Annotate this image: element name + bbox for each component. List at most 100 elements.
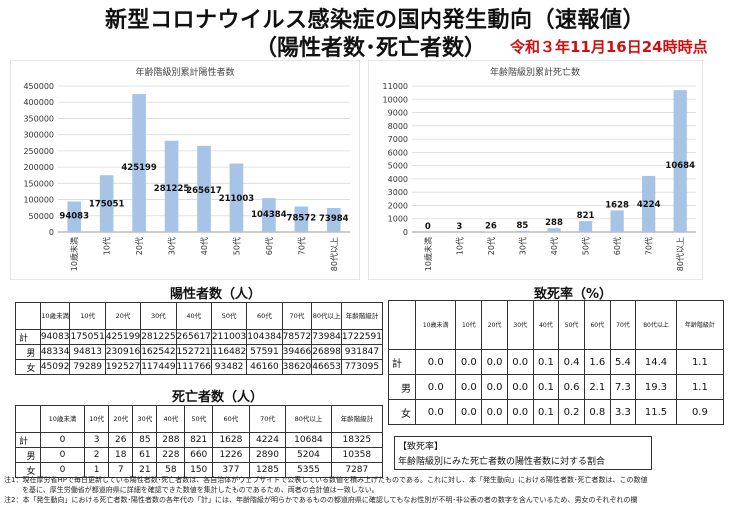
x-tick-label: 40代 [199,237,209,255]
table-cell: 18 [108,447,134,463]
data-label: 0 [425,222,431,232]
x-tick-label: 10代 [454,237,464,255]
table-cell: 0.0 [414,349,457,375]
bar [67,201,82,232]
table-cell: 0.0 [481,399,508,425]
y-tick-label: 150000 [23,179,54,188]
table-cell: 3 [84,432,110,448]
y-tick-label: 8000 [388,122,408,131]
table-row: 計 94083 175051 425199 281225 265617 211003 1043… [15,329,384,345]
x-tick-label: 20代 [134,237,144,255]
y-tick-label: 50000 [29,212,54,221]
table-cell: 230916 [104,344,142,360]
table-cell: 61 [132,447,158,463]
fatality-table: 10歳未満 10代 20代 30代 40代 50代 60代 70代 80代以上 年齢階級計計 0.0… [388,300,725,425]
table-cell: 0.0 [455,399,483,425]
x-tick-label: 30代 [167,237,177,255]
table-cell: 0.1 [532,374,560,400]
table-cell: 7.3 [609,374,637,400]
bar [673,90,687,232]
table-row: 女 0.0 0.0 0.0 0.0 0.1 0.2 0.8 3.3 11.5 0.9 [388,399,725,425]
table-cell: 0.0 [414,374,457,400]
table-cell: 2.1 [583,374,611,400]
y-tick-label: 6000 [388,148,408,157]
column-header: 50代 [210,302,248,330]
table-cell: 773095 [340,359,384,375]
x-tick-label: 40代 [549,237,559,255]
y-tick-label: 0 [49,228,54,237]
table-cell: 150 [184,462,214,478]
table-cell: 0.0 [481,349,508,375]
x-tick-label: 70代 [644,237,654,255]
positive-cases-chart: 年齢階級別累計陽性者数 0 50000 100000 150000 200000 2500… [10,60,360,280]
table-cell: 5355 [285,462,332,478]
table-cell: 2 [84,447,110,463]
row-label: 男 [388,374,416,400]
data-label: 10684 [665,161,695,171]
data-label: 288 [545,218,563,228]
table-cell: 26 [108,432,134,448]
table-cell: 3.3 [609,399,637,425]
bar [164,140,179,232]
column-header: 70代 [609,300,637,350]
y-tick-label: 350000 [23,114,54,123]
x-tick-label: 10歳未満 [69,237,79,271]
table-cell: 2890 [248,447,287,463]
y-tick-label: 100000 [23,196,54,205]
footnote-1: 注1：現在厚労省HPで毎日更新している陽性者数･死亡者数は、各自治体がウェブサイ… [4,476,648,484]
y-tick-label: 200000 [23,163,54,172]
column-header: 10歳未満 [39,405,86,433]
table-cell: 78572 [281,329,313,345]
table-cell: 117449 [140,359,177,375]
table-cell: 45092 [39,359,71,375]
column-header: 60代 [583,300,611,350]
table-cell: 821 [184,432,214,448]
fatality-table-title: 致死率（%） [534,287,613,302]
y-tick-label: 4000 [388,175,408,184]
data-label: 175051 [89,199,125,209]
table-cell: 0.0 [506,374,534,400]
table-cell: 111766 [175,359,212,375]
table-row: 女 0 1 7 21 58 150 377 1285 5355 7287 [15,462,384,478]
column-header: 80代以上 [285,405,332,433]
data-label: 104384 [251,210,287,220]
table-cell: 0.1 [532,349,560,375]
note-text: 年齢階級別にみた死亡者数の陽性者数に対する割合 [398,457,606,467]
table-cell: 0.9 [675,399,725,425]
column-header: 20代 [108,405,134,433]
row-label: 女 [388,399,416,425]
bar [294,206,309,232]
column-header: 60代 [246,302,283,330]
y-tick-label: 5000 [388,162,408,171]
table-cell: 931847 [340,344,384,360]
x-tick-label: 50代 [231,237,241,255]
x-tick-label: 70代 [296,237,306,255]
table-cell: 1226 [212,447,250,463]
table-cell: 104384 [246,329,283,345]
column-header: 年齢階級計 [330,405,384,433]
row-label: 計 [388,349,416,375]
page-subtitle: （陽性者数･死亡者数） [255,36,487,61]
column-header: 年齢階級計 [675,300,725,350]
table-cell: 46160 [246,359,283,375]
data-label: 85 [517,221,529,231]
data-label: 78572 [287,214,317,224]
note-heading: 【致死率】 [398,442,444,452]
x-tick-label: 30代 [517,237,527,255]
footnote-3: 注2：本「発生動向」における死亡者数･陽性者数の各年代の「計」には、年齢階級が明… [4,496,638,504]
column-header: 10歳未満 [39,302,71,330]
x-tick-label: 50代 [581,237,591,255]
bar [515,230,530,232]
table-cell: 94083 [39,329,71,345]
table-cell: 73984 [311,329,342,345]
table-cell: 0.0 [414,399,457,425]
table-cell: 0.0 [455,349,483,375]
bar [99,175,114,232]
column-header: 40代 [532,300,560,350]
table-cell: 1.1 [675,349,725,375]
table-cell: 79289 [69,359,106,375]
bar [229,163,244,232]
table-cell: 46653 [311,359,342,375]
table-cell: 281225 [140,329,177,345]
column-header: 年齢階級計 [340,302,384,330]
